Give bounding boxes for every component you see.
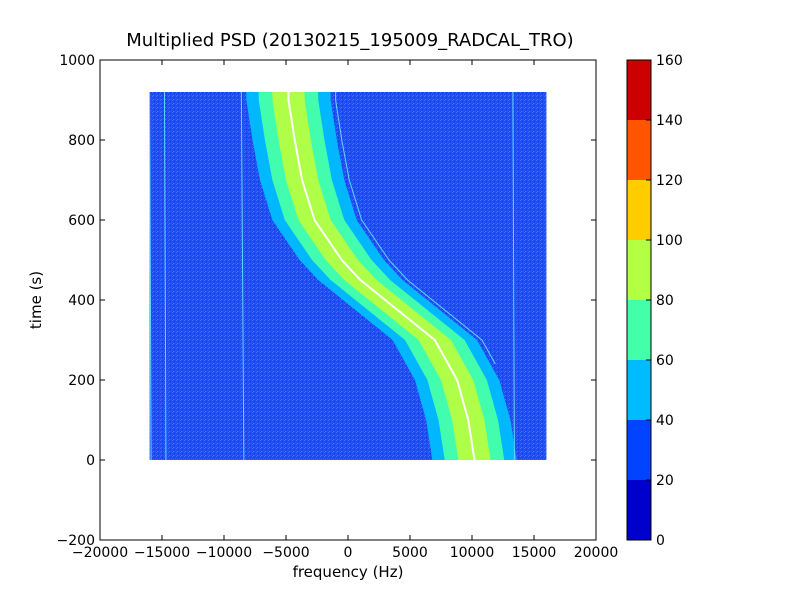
signal-center-line <box>287 92 476 461</box>
colorbar: 0 20 40 60 80 100 120 140 160 <box>626 53 683 549</box>
signal-band-3 <box>272 92 491 460</box>
x-tick-label: 0 <box>344 545 353 561</box>
y-tick-label: 400 <box>68 293 95 309</box>
y-axis-label: time (s) <box>27 271 45 329</box>
colorbar-tick-label: 140 <box>656 113 683 129</box>
colorbar-bin <box>627 360 651 420</box>
colorbar-bin <box>627 300 651 360</box>
vertical-line-1 <box>149 91 152 461</box>
colorbar-tick-label: 60 <box>656 353 674 369</box>
x-tick-label: 15000 <box>512 545 557 561</box>
vertical-line-2 <box>163 91 167 461</box>
y-tick-label: 200 <box>68 373 95 389</box>
x-tick-label: 10000 <box>450 545 495 561</box>
colorbar-tick-label: 0 <box>656 533 665 549</box>
colorbar-bin <box>627 120 651 180</box>
y-tick-label: 1000 <box>59 53 95 69</box>
signal-echo-line <box>335 92 496 365</box>
vertical-line-4 <box>512 91 515 461</box>
colorbar-bin <box>627 60 651 120</box>
x-tick-label: −20000 <box>72 545 128 561</box>
colorbar-bin <box>627 240 651 300</box>
colorbar-tick-label: 40 <box>656 413 674 429</box>
colorbar-tick-label: 100 <box>656 233 683 249</box>
heatmap-layer <box>149 91 547 461</box>
vertical-line-3 <box>240 91 245 461</box>
y-tick-label: 0 <box>86 453 95 469</box>
y-axis-ticks: −200 0 200 400 600 800 1000 <box>57 53 596 549</box>
y-tick-label: 600 <box>68 213 95 229</box>
colorbar-bin <box>627 180 651 240</box>
x-tick-label: 20000 <box>574 545 619 561</box>
colorbar-tick-label: 160 <box>656 53 683 69</box>
y-tick-label: −200 <box>57 533 95 549</box>
x-axis-ticks: −20000 −15000 −10000 −5000 0 5000 10000 15000 20… <box>72 60 618 561</box>
chart-title: Multiplied PSD (20130215_195009_RADCAL_T… <box>126 30 574 51</box>
colorbar-tick-label: 80 <box>656 293 674 309</box>
colorbar-bin <box>627 480 651 540</box>
colorbar-bin <box>627 420 651 480</box>
x-tick-label: −15000 <box>134 545 190 561</box>
colorbar-tick-label: 20 <box>656 473 674 489</box>
x-axis-label: frequency (Hz) <box>293 563 404 581</box>
colorbar-tick-label: 120 <box>656 173 683 189</box>
x-tick-label: −10000 <box>196 545 252 561</box>
x-tick-label: 5000 <box>392 545 428 561</box>
y-tick-label: 800 <box>68 133 95 149</box>
x-tick-label: −5000 <box>262 545 309 561</box>
